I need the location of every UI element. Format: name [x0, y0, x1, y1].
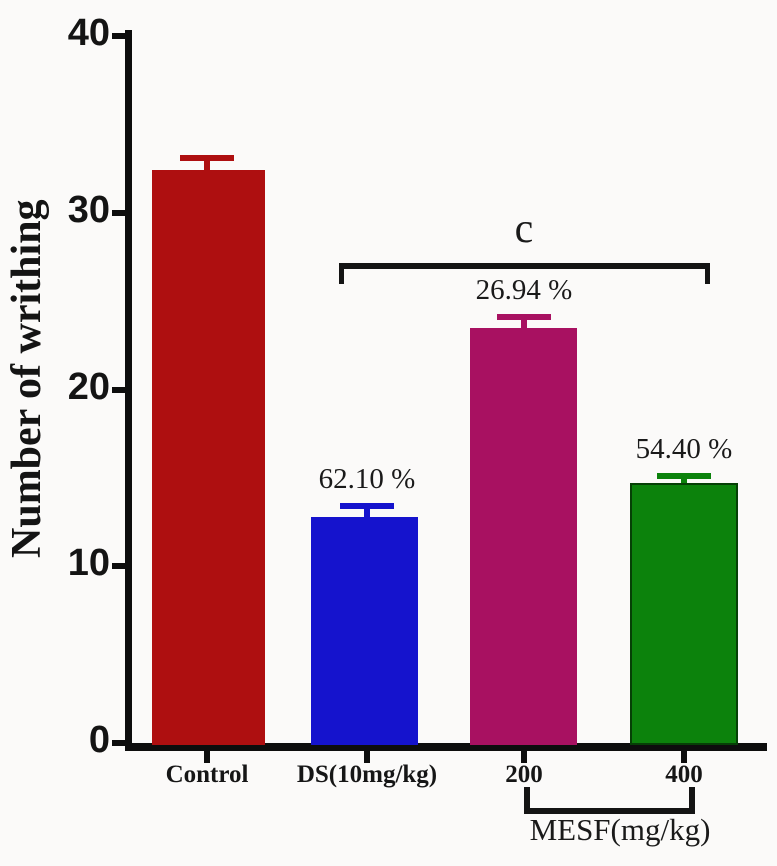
error-bar-stem: [204, 154, 210, 174]
x-axis-line: [125, 743, 767, 751]
mesf-group-bracket: [524, 787, 695, 814]
y-tick: [112, 33, 125, 40]
mesf-group-label: MESF(mg/kg): [529, 812, 711, 847]
y-tick-label: 0: [88, 719, 110, 761]
bar-percent-label: 26.94 %: [475, 273, 573, 306]
y-tick-label: 10: [67, 542, 110, 585]
x-tick-label: Control: [165, 761, 249, 788]
bar-control: [152, 170, 265, 745]
y-tick: [112, 209, 125, 216]
bar-400: [630, 483, 738, 745]
error-bar-cap: [180, 154, 234, 161]
error-bar-stem: [521, 313, 527, 331]
y-tick: [112, 386, 125, 393]
bar-percent-label: 54.40 %: [635, 432, 733, 465]
x-tick: [364, 751, 370, 763]
y-tick-label: 30: [67, 188, 110, 231]
y-tick-label: 20: [67, 365, 110, 408]
error-bar-cap: [340, 502, 394, 509]
error-bar-stem: [681, 472, 687, 487]
x-tick-label: 400: [665, 761, 703, 788]
bar-ds-10mg-kg-: [311, 516, 418, 745]
x-tick: [521, 751, 527, 763]
x-tick-label: 200: [505, 761, 543, 788]
bar-200: [470, 327, 577, 745]
significance-label: c: [514, 206, 534, 252]
y-tick: [112, 563, 125, 570]
error-bar-cap: [657, 472, 711, 479]
y-tick-label: 40: [67, 12, 110, 55]
x-tick-label: DS(10mg/kg): [296, 761, 438, 788]
y-axis-line: [125, 30, 132, 751]
x-tick: [204, 751, 210, 763]
y-tick: [112, 740, 125, 746]
significance-bracket: [339, 263, 710, 284]
x-tick: [681, 751, 687, 763]
error-bar-stem: [364, 502, 370, 520]
bar-percent-label: 62.10 %: [318, 462, 416, 495]
error-bar-cap: [497, 313, 551, 320]
